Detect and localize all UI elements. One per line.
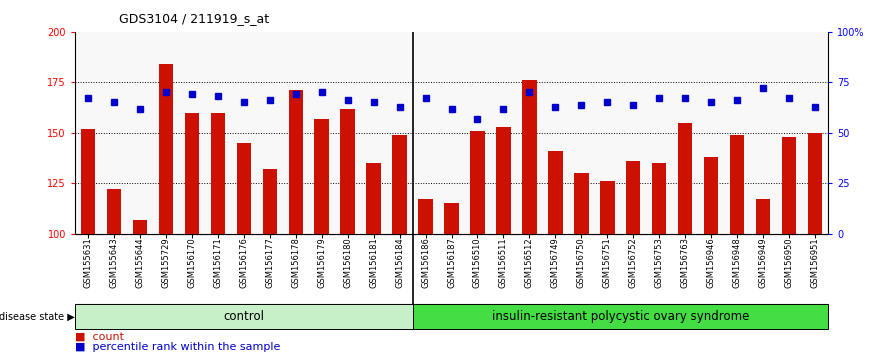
Bar xyxy=(366,163,381,234)
Text: GSM156749: GSM156749 xyxy=(551,237,560,288)
Text: GSM156184: GSM156184 xyxy=(395,237,404,288)
Bar xyxy=(392,135,407,234)
Text: GSM155643: GSM155643 xyxy=(109,237,118,288)
Text: disease state ▶: disease state ▶ xyxy=(0,312,75,322)
Text: GSM156750: GSM156750 xyxy=(577,237,586,288)
Text: control: control xyxy=(223,310,264,323)
Bar xyxy=(159,64,173,234)
Text: GDS3104 / 211919_s_at: GDS3104 / 211919_s_at xyxy=(119,12,269,25)
Text: GSM156170: GSM156170 xyxy=(188,237,196,288)
Bar xyxy=(678,123,692,234)
Text: GSM156951: GSM156951 xyxy=(811,237,819,288)
Text: insulin-resistant polycystic ovary syndrome: insulin-resistant polycystic ovary syndr… xyxy=(492,310,749,323)
Bar xyxy=(288,90,303,234)
Text: GSM156752: GSM156752 xyxy=(629,237,638,288)
Bar xyxy=(470,131,485,234)
Text: GSM156177: GSM156177 xyxy=(265,237,274,288)
Bar xyxy=(418,199,433,234)
Bar xyxy=(522,80,537,234)
Text: GSM155644: GSM155644 xyxy=(136,237,144,288)
Bar xyxy=(626,161,640,234)
Text: GSM156512: GSM156512 xyxy=(525,237,534,288)
Bar xyxy=(340,109,355,234)
Text: GSM156510: GSM156510 xyxy=(473,237,482,288)
Bar xyxy=(107,189,121,234)
Text: GSM156751: GSM156751 xyxy=(603,237,612,288)
Text: GSM156948: GSM156948 xyxy=(733,237,742,288)
Text: GSM156181: GSM156181 xyxy=(369,237,378,288)
Bar xyxy=(81,129,95,234)
Bar xyxy=(315,119,329,234)
Text: GSM156763: GSM156763 xyxy=(681,237,690,288)
Bar xyxy=(75,304,412,329)
Bar xyxy=(808,133,822,234)
Bar xyxy=(412,304,828,329)
Text: GSM156946: GSM156946 xyxy=(707,237,715,288)
Text: GSM156171: GSM156171 xyxy=(213,237,222,288)
Bar xyxy=(496,127,511,234)
Bar xyxy=(185,113,199,234)
Bar xyxy=(211,113,225,234)
Text: GSM156187: GSM156187 xyxy=(447,237,456,288)
Bar xyxy=(756,199,770,234)
Text: ■  count: ■ count xyxy=(75,331,124,341)
Bar xyxy=(444,203,459,234)
Text: GSM156186: GSM156186 xyxy=(421,237,430,288)
Text: GSM156179: GSM156179 xyxy=(317,237,326,288)
Bar xyxy=(263,169,277,234)
Text: ■  percentile rank within the sample: ■ percentile rank within the sample xyxy=(75,342,280,352)
Text: GSM156511: GSM156511 xyxy=(499,237,508,288)
Bar xyxy=(730,135,744,234)
Text: GSM155729: GSM155729 xyxy=(161,237,170,288)
Text: GSM156180: GSM156180 xyxy=(343,237,352,288)
Bar xyxy=(600,181,615,234)
Text: GSM156753: GSM156753 xyxy=(655,237,663,288)
Bar xyxy=(548,151,563,234)
Text: GSM156950: GSM156950 xyxy=(785,237,794,288)
Bar xyxy=(652,163,666,234)
Bar xyxy=(237,143,251,234)
Bar xyxy=(574,173,589,234)
Text: GSM156178: GSM156178 xyxy=(291,237,300,288)
Text: GSM156176: GSM156176 xyxy=(240,237,248,288)
Bar xyxy=(704,157,718,234)
Text: GSM156949: GSM156949 xyxy=(759,237,767,288)
Bar xyxy=(782,137,796,234)
Text: GSM155631: GSM155631 xyxy=(84,237,93,288)
Bar xyxy=(133,219,147,234)
